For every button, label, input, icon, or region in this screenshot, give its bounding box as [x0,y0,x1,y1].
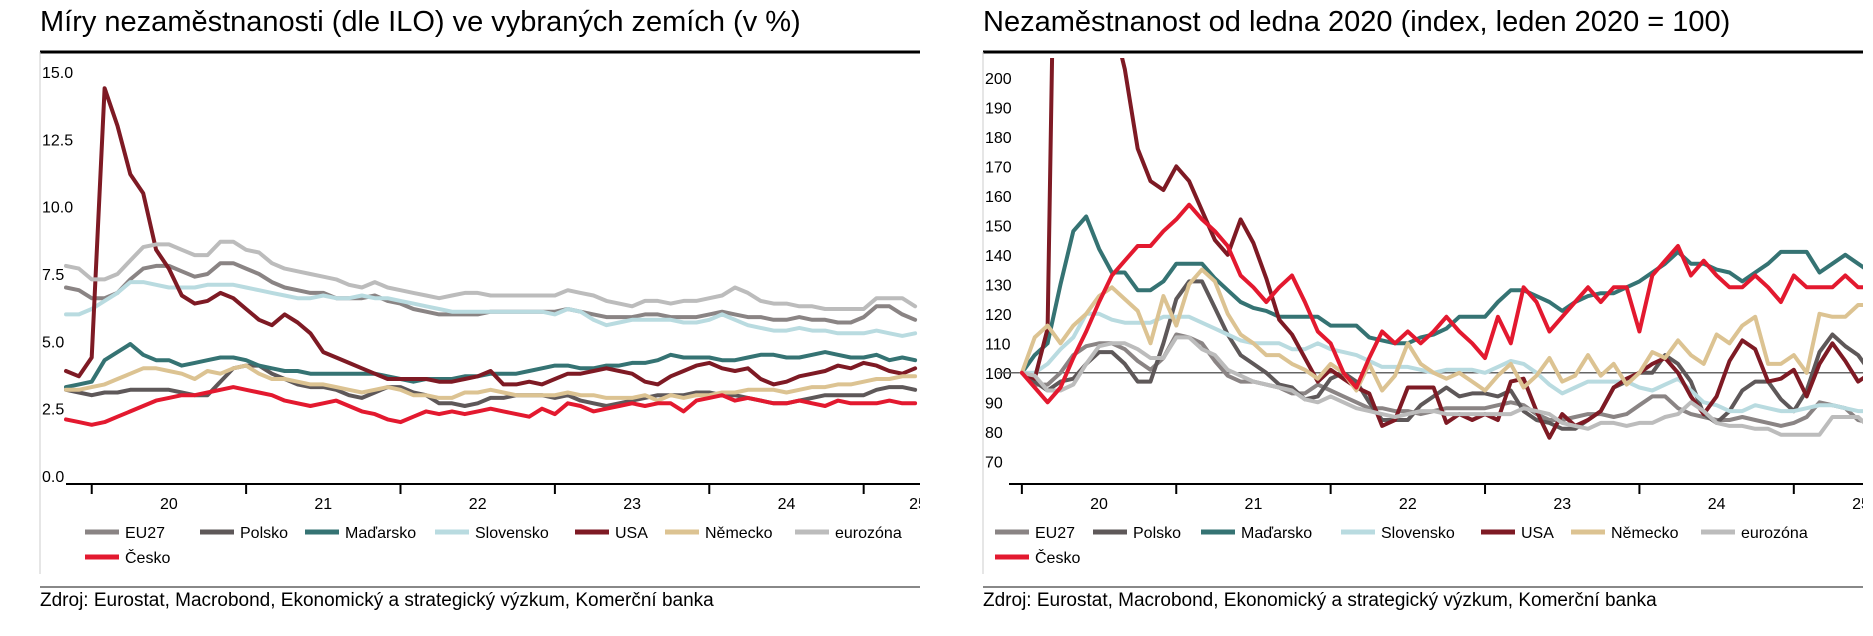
legend-label: eurozóna [1741,525,1808,542]
y-tick-label: 110 [985,336,1011,353]
series-line-USA [1019,58,1863,440]
chart-source: Zdroj: Eurostat, Macrobond, Ekonomický a… [983,590,1657,611]
y-tick-label: 180 [985,130,1012,147]
chart-panel-left: Míry nezaměstnanosti (dle ILO) ve vybran… [0,0,920,636]
chart-source: Zdroj: Eurostat, Macrobond, Ekonomický a… [40,590,714,611]
series-line-Německo [64,363,918,403]
series-line-Německo [1019,267,1863,393]
line-chart-unemployment-rates: 0.0 2.5 5.0 7.5 10.0 12.5 15.0 20 21 22 23 24 25 EU27… [39,50,920,588]
y-tick-label: 12.5 [42,132,73,149]
y-tick-label: 10.0 [42,200,73,217]
series-line-Česko [1019,202,1863,405]
y-tick-label: 70 [985,454,1003,471]
y-tick-label: 140 [985,248,1012,265]
legend-label: Maďarsko [345,525,416,542]
legend-label: Německo [1611,525,1679,542]
y-tick-label: 2.5 [42,402,64,419]
chart-title: Nezaměstnanost od ledna 2020 (index, led… [983,6,1731,38]
x-tick-label: 23 [623,496,641,513]
x-tick-label: 21 [314,496,332,513]
y-tick-label: 100 [985,366,1012,383]
legend-label: USA [1521,525,1554,542]
y-tick-label: 90 [985,395,1003,412]
legend-label: USA [615,525,648,542]
legend-label: eurozóna [835,525,902,542]
y-tick-label: 5.0 [42,334,64,351]
x-tick-label: 22 [1399,496,1417,513]
legend-label: Slovensko [1381,525,1455,542]
legend-label: Česko [1035,548,1080,567]
x-tick-label: 22 [469,496,487,513]
line-chart-unemployment-index: 70 80 90 100 110 120 130 140 150 160 170 180 190 200 2… [982,50,1863,588]
y-tick-label: 170 [985,159,1012,176]
series-line-eurozóna [64,239,918,311]
y-tick-label: 150 [985,218,1012,235]
y-tick-label: 160 [985,189,1012,206]
series-line-USA [64,86,918,387]
legend-label: Slovensko [475,525,549,542]
x-tick-label: 24 [1708,496,1726,513]
chart-panel-right: Nezaměstnanost od ledna 2020 (index, led… [943,0,1863,636]
legend-label: EU27 [1035,525,1075,542]
x-tick-label: 24 [778,496,796,513]
y-tick-label: 190 [985,100,1012,117]
x-tick-label: 20 [160,496,178,513]
legend-label: Německo [705,525,773,542]
x-tick-label: 25 [909,496,920,513]
y-tick-label: 15.0 [42,65,73,82]
y-tick-label: 7.5 [42,267,64,284]
y-tick-label: 80 [985,425,1003,442]
series-line-eurozóna [1019,335,1863,437]
y-tick-label: 120 [985,307,1012,324]
legend-label: EU27 [125,525,165,542]
legend-label: Maďarsko [1241,525,1312,542]
x-tick-label: 20 [1090,496,1108,513]
legend-label: Polsko [1133,525,1181,542]
series-line-Slovensko [1019,311,1863,414]
series-line-Maďarsko [1019,214,1863,375]
series-line-Slovensko [64,280,918,338]
y-tick-label: 0.0 [42,469,64,486]
legend-label: Polsko [240,525,288,542]
y-tick-label: 130 [985,277,1012,294]
series-line-Česko [64,385,918,427]
x-tick-label: 23 [1553,496,1571,513]
legend-label: Česko [125,548,170,567]
y-tick-label: 200 [985,71,1012,88]
chart-title: Míry nezaměstnanosti (dle ILO) ve vybran… [40,6,801,38]
x-tick-label: 25 [1852,496,1863,513]
x-tick-label: 21 [1245,496,1263,513]
